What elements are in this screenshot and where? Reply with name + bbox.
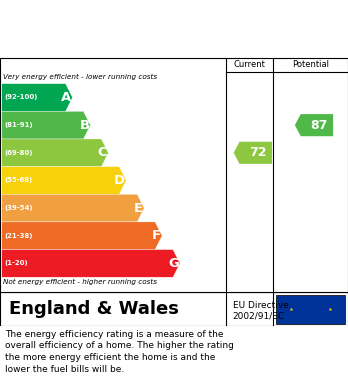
Text: 72: 72 [249,146,267,159]
Polygon shape [2,167,126,194]
Polygon shape [2,84,72,111]
Polygon shape [2,139,108,167]
Text: (39-54): (39-54) [5,205,33,211]
Polygon shape [2,222,162,249]
Text: D: D [114,174,125,187]
Text: Current: Current [234,60,265,70]
Text: B: B [79,118,89,132]
Text: (1-20): (1-20) [5,260,28,266]
Text: C: C [98,146,107,159]
Bar [276,295,345,324]
Polygon shape [2,111,90,139]
Polygon shape [2,194,144,222]
Text: 87: 87 [310,118,328,132]
Text: Potential: Potential [292,60,329,70]
Text: E: E [134,202,143,215]
Polygon shape [2,249,180,277]
Text: England & Wales: England & Wales [9,300,179,319]
Text: (55-68): (55-68) [5,178,33,183]
Polygon shape [295,114,333,136]
Text: Energy Efficiency Rating: Energy Efficiency Rating [9,9,219,23]
Text: (69-80): (69-80) [5,150,33,156]
Polygon shape [234,142,272,164]
Text: (92-100): (92-100) [5,95,38,100]
Text: F: F [152,229,161,242]
Text: Very energy efficient - lower running costs: Very energy efficient - lower running co… [3,74,158,81]
Text: 2002/91/EC: 2002/91/EC [232,311,285,320]
Text: The energy efficiency rating is a measure of the
overall efficiency of a home. T: The energy efficiency rating is a measur… [5,330,234,374]
Text: A: A [61,91,71,104]
Text: (21-38): (21-38) [5,233,33,239]
Text: G: G [168,257,179,270]
Text: EU Directive: EU Directive [232,301,288,310]
Text: (81-91): (81-91) [5,122,33,128]
Text: Not energy efficient - higher running costs: Not energy efficient - higher running co… [3,278,158,285]
